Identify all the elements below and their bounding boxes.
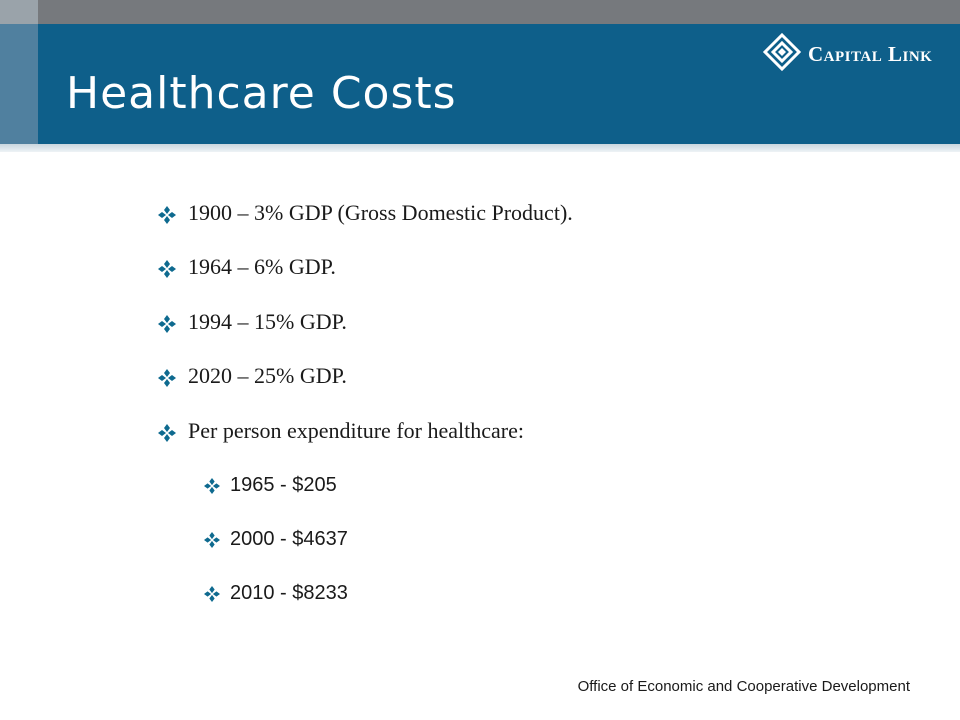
- diamond-icon: [204, 478, 220, 494]
- title-banner: [38, 24, 960, 144]
- bullet-text: Per person expenditure for healthcare:: [188, 418, 524, 443]
- sub-bullet-text: 1965 - $205: [230, 474, 337, 496]
- banner-side-strip: [0, 24, 38, 144]
- diamond-icon: [158, 206, 176, 224]
- bullet-text: 2020 – 25% GDP.: [188, 363, 347, 388]
- capital-link-logo-icon: [762, 32, 802, 72]
- sub-bullet-text: 2000 - $4637: [230, 528, 348, 550]
- diamond-icon: [158, 424, 176, 442]
- bullet-text: 1994 – 15% GDP.: [188, 309, 347, 334]
- slide-title: Healthcare Costs: [66, 68, 457, 119]
- bullet-text: 1964 – 6% GDP.: [188, 254, 336, 279]
- diamond-icon: [204, 586, 220, 602]
- diamond-icon: [158, 315, 176, 333]
- diamond-icon: [158, 369, 176, 387]
- topbar-left-block: [0, 0, 38, 24]
- banner-underline: [0, 144, 960, 152]
- footer-text: Office of Economic and Cooperative Devel…: [577, 678, 910, 695]
- sub-bullet-text: 2010 - $8233: [230, 582, 348, 604]
- diamond-icon: [158, 260, 176, 278]
- logo-text: Capital Link: [808, 42, 933, 66]
- diamond-icon: [204, 532, 220, 548]
- bullet-text: 1900 – 3% GDP (Gross Domestic Product).: [188, 200, 573, 225]
- capital-link-logo: Capital Link: [762, 32, 948, 76]
- topbar: [38, 0, 960, 24]
